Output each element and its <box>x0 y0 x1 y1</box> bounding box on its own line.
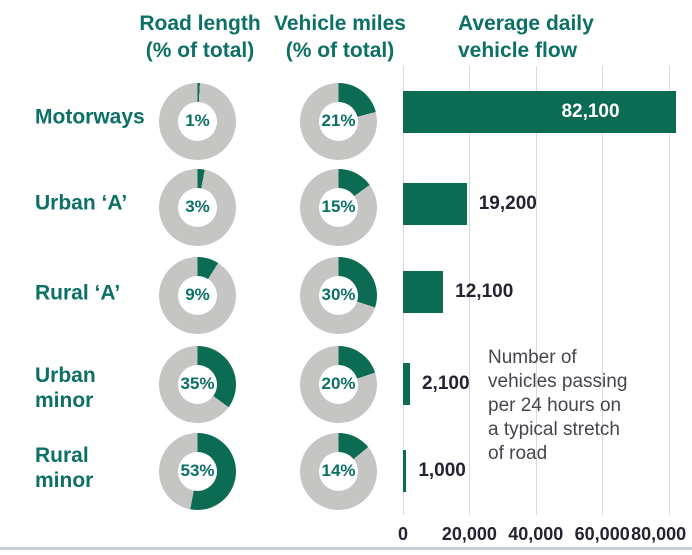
road-length-donut: 35% <box>159 345 236 423</box>
row-label: Urban minor <box>35 364 96 412</box>
road-length-donut: 1% <box>159 82 236 160</box>
flow-value-label: 19,200 <box>478 193 537 214</box>
row-label: Motorways <box>35 105 145 129</box>
donut-percent-label: 1% <box>185 111 210 130</box>
gridline <box>602 66 604 515</box>
gridline <box>668 66 670 515</box>
column-header-road-length: Road length (% of total) <box>139 12 261 62</box>
annotation-note: Number of vehicles passing per 24 hours … <box>488 347 628 464</box>
column-header-vehicle-miles: Vehicle miles (% of total) <box>274 12 406 62</box>
flow-value-label: 82,100 <box>561 101 620 122</box>
x-axis-tick-label: 60,000 <box>574 524 630 544</box>
donut-percent-label: 30% <box>321 285 356 304</box>
donut-percent-label: 9% <box>185 285 210 304</box>
donut-percent-label: 35% <box>180 374 215 393</box>
x-axis-tick-label: 20,000 <box>441 524 497 544</box>
x-axis-tick-label: 40,000 <box>508 524 564 544</box>
road-length-donut: 9% <box>159 256 236 334</box>
donut-percent-label: 21% <box>321 111 356 130</box>
donut-percent-label: 20% <box>321 374 356 393</box>
road-length-donut: 3% <box>159 168 236 246</box>
vehicle-miles-donut: 14% <box>300 432 377 510</box>
row-label: Rural ‘A’ <box>35 281 121 305</box>
flow-value-label: 2,100 <box>421 373 470 394</box>
donut-percent-label: 14% <box>321 461 356 480</box>
row-label: Rural minor <box>35 444 94 492</box>
flow-bar <box>403 450 407 492</box>
vehicle-miles-donut: 15% <box>300 168 377 246</box>
vehicle-miles-donut: 20% <box>300 345 377 423</box>
flow-bar <box>403 271 444 313</box>
donut-percent-label: 3% <box>185 197 210 216</box>
bottom-divider <box>0 547 692 550</box>
flow-bar: 82,100 <box>403 91 676 133</box>
vehicle-miles-donut: 21% <box>300 82 377 160</box>
x-axis-tick-label: 0 <box>397 524 409 544</box>
donut-percent-label: 15% <box>321 197 356 216</box>
flow-value-label: 1,000 <box>418 460 466 481</box>
column-header-average-daily-vehicle-flow: Average daily vehicle flow <box>458 12 594 62</box>
flow-bar <box>403 363 410 405</box>
flow-value-label: 12,100 <box>455 281 514 302</box>
gridline <box>469 66 471 515</box>
gridline <box>535 66 537 515</box>
donut-percent-label: 53% <box>180 461 215 480</box>
road-length-donut: 53% <box>159 432 236 510</box>
vehicle-miles-donut: 30% <box>300 256 377 334</box>
x-axis-tick-label: 80,000 <box>631 524 687 544</box>
row-label: Urban ‘A’ <box>35 191 128 215</box>
flow-bar <box>403 183 467 225</box>
